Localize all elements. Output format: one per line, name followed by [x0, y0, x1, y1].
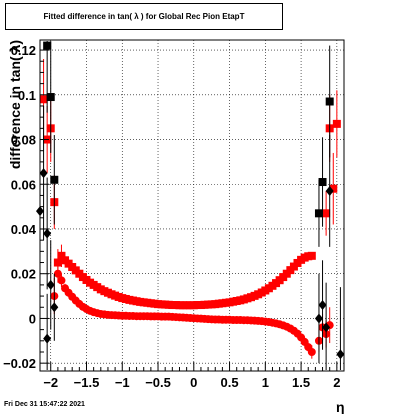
x-tick-label-3: −0.5: [145, 375, 171, 390]
data-point-diamond: [43, 228, 52, 239]
y-tick-label-7: 0.12: [11, 43, 36, 58]
y-tick-label-1: 0: [29, 311, 36, 326]
data-point-diamond: [325, 185, 334, 196]
data-point-square: [325, 97, 334, 106]
y-tick-label-4: 0.06: [11, 177, 36, 192]
data-point-square: [322, 209, 331, 218]
x-tick-label-5: 0.5: [221, 375, 239, 390]
data-points: [36, 41, 345, 370]
x-tick-label-7: 1.5: [292, 375, 310, 390]
x-tick-label-0: −2: [43, 375, 58, 390]
timestamp-footer: Fri Dec 31 15:47:22 2021: [4, 401, 85, 408]
y-tick-label-3: 0.04: [11, 222, 37, 237]
data-point-square: [332, 119, 341, 128]
x-axis-ticks: −2 −1.5 −1 −0.5 0 0.5 1 1.5 2: [43, 362, 340, 390]
data-point-diamond: [318, 300, 327, 311]
y-axis-label: difference in tan( λ): [7, 40, 23, 169]
data-point-square: [53, 258, 62, 267]
x-tick-label-4: 0: [190, 375, 197, 390]
data-point-square: [46, 93, 55, 102]
data-point-diamond: [50, 302, 59, 313]
data-point-circle: [53, 269, 62, 278]
data-point-diamond: [46, 279, 55, 290]
x-axis-label: η: [336, 399, 345, 414]
data-point-diamond: [336, 349, 345, 360]
data-point-square: [329, 184, 338, 193]
data-point-square: [50, 175, 59, 184]
chart-title: Fitted difference in tan( λ ) for Global…: [5, 3, 283, 30]
data-point-square: [307, 251, 316, 260]
data-point-diamond: [322, 322, 331, 333]
x-tick-label-2: −1: [115, 375, 130, 390]
data-point-diamond: [43, 333, 52, 344]
y-tick-label-5: 0.08: [11, 133, 36, 148]
data-point-square: [314, 209, 323, 218]
data-point-diamond: [314, 313, 323, 324]
y-tick-label-2: 0.02: [11, 267, 36, 282]
data-point-square: [318, 178, 327, 187]
y-tick-label-6: 0.1: [18, 88, 36, 103]
y-tick-label-0: −0.02: [3, 356, 36, 371]
data-point-circle: [57, 276, 66, 285]
x-tick-label-1: −1.5: [74, 375, 100, 390]
data-point-square: [57, 251, 66, 260]
y-axis-ticks: −0.02 0 0.02 0.04 0.06 0.08 0.1 0.12: [3, 43, 49, 371]
data-point-square: [43, 41, 52, 50]
data-point-circle: [307, 347, 316, 356]
plot-frame: [39, 39, 345, 372]
x-tick-label-6: 1: [262, 375, 269, 390]
data-point-square: [39, 95, 48, 104]
x-tick-label-8: 2: [333, 375, 340, 390]
